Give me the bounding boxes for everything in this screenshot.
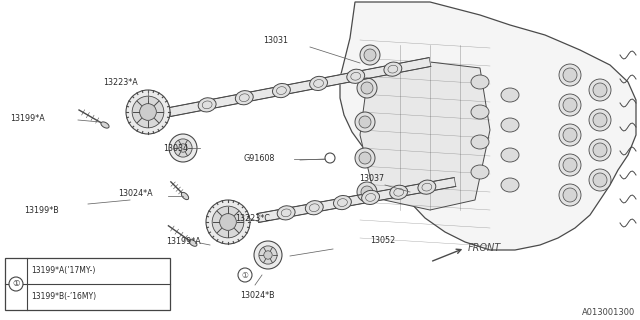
Text: 13199*A: 13199*A [166, 236, 201, 245]
Ellipse shape [310, 76, 328, 91]
Circle shape [593, 113, 607, 127]
Ellipse shape [471, 105, 489, 119]
Circle shape [140, 104, 156, 120]
Circle shape [355, 148, 375, 168]
Text: 13031: 13031 [263, 36, 288, 44]
Circle shape [364, 49, 376, 61]
Circle shape [220, 214, 236, 230]
Circle shape [589, 109, 611, 131]
Circle shape [589, 169, 611, 191]
Circle shape [259, 246, 277, 264]
Text: A013001300: A013001300 [582, 308, 635, 317]
Text: 13034: 13034 [163, 143, 188, 153]
Circle shape [559, 184, 581, 206]
Text: 13024*B: 13024*B [240, 291, 275, 300]
Circle shape [360, 45, 380, 65]
Circle shape [593, 83, 607, 97]
Circle shape [9, 277, 23, 291]
Ellipse shape [198, 98, 216, 112]
Text: ①: ① [241, 270, 248, 279]
Circle shape [359, 116, 371, 128]
Ellipse shape [471, 75, 489, 89]
Circle shape [563, 128, 577, 142]
Circle shape [563, 158, 577, 172]
Ellipse shape [277, 206, 295, 220]
Text: 13052: 13052 [370, 236, 396, 244]
Ellipse shape [101, 122, 109, 128]
Text: 13199*A(’17MY-): 13199*A(’17MY-) [31, 267, 95, 276]
Ellipse shape [189, 240, 197, 246]
Circle shape [359, 152, 371, 164]
Circle shape [361, 186, 373, 198]
Text: 13223*A: 13223*A [103, 77, 138, 86]
Circle shape [593, 173, 607, 187]
Ellipse shape [362, 190, 380, 204]
Circle shape [179, 144, 187, 152]
Circle shape [559, 124, 581, 146]
Circle shape [238, 268, 252, 282]
Circle shape [264, 251, 272, 259]
Polygon shape [169, 58, 431, 116]
Circle shape [126, 90, 170, 134]
Ellipse shape [418, 180, 436, 194]
Text: 13223*C: 13223*C [235, 213, 270, 222]
Ellipse shape [181, 192, 189, 200]
Ellipse shape [471, 135, 489, 149]
Ellipse shape [501, 88, 519, 102]
Ellipse shape [471, 165, 489, 179]
Ellipse shape [390, 185, 408, 199]
Circle shape [559, 94, 581, 116]
Circle shape [589, 79, 611, 101]
Text: 13024*A: 13024*A [118, 188, 152, 197]
Ellipse shape [236, 91, 253, 105]
Bar [5, 258, 170, 310]
Text: 13037: 13037 [359, 173, 384, 182]
Circle shape [174, 139, 192, 157]
Text: 13199*A: 13199*A [10, 114, 45, 123]
Ellipse shape [273, 84, 291, 98]
Ellipse shape [384, 62, 402, 76]
Ellipse shape [333, 196, 351, 210]
Circle shape [357, 182, 377, 202]
Circle shape [355, 112, 375, 132]
Text: G91608: G91608 [243, 154, 275, 163]
Circle shape [559, 154, 581, 176]
Circle shape [212, 206, 244, 238]
Polygon shape [257, 178, 456, 222]
Text: FRONT: FRONT [468, 243, 501, 253]
Circle shape [563, 98, 577, 112]
Ellipse shape [501, 118, 519, 132]
Text: 13199*B(-’16MY): 13199*B(-’16MY) [31, 292, 96, 301]
Circle shape [563, 68, 577, 82]
Circle shape [254, 241, 282, 269]
Circle shape [206, 200, 250, 244]
Circle shape [357, 78, 377, 98]
Polygon shape [340, 2, 636, 250]
Circle shape [169, 134, 197, 162]
Circle shape [361, 82, 373, 94]
Ellipse shape [305, 201, 323, 215]
Ellipse shape [501, 148, 519, 162]
Text: ①: ① [12, 279, 20, 289]
Circle shape [132, 96, 164, 128]
Text: 13199*B: 13199*B [24, 205, 59, 214]
Circle shape [563, 188, 577, 202]
Circle shape [559, 64, 581, 86]
Ellipse shape [347, 69, 365, 84]
Ellipse shape [501, 178, 519, 192]
Circle shape [589, 139, 611, 161]
Polygon shape [360, 62, 490, 210]
Circle shape [593, 143, 607, 157]
